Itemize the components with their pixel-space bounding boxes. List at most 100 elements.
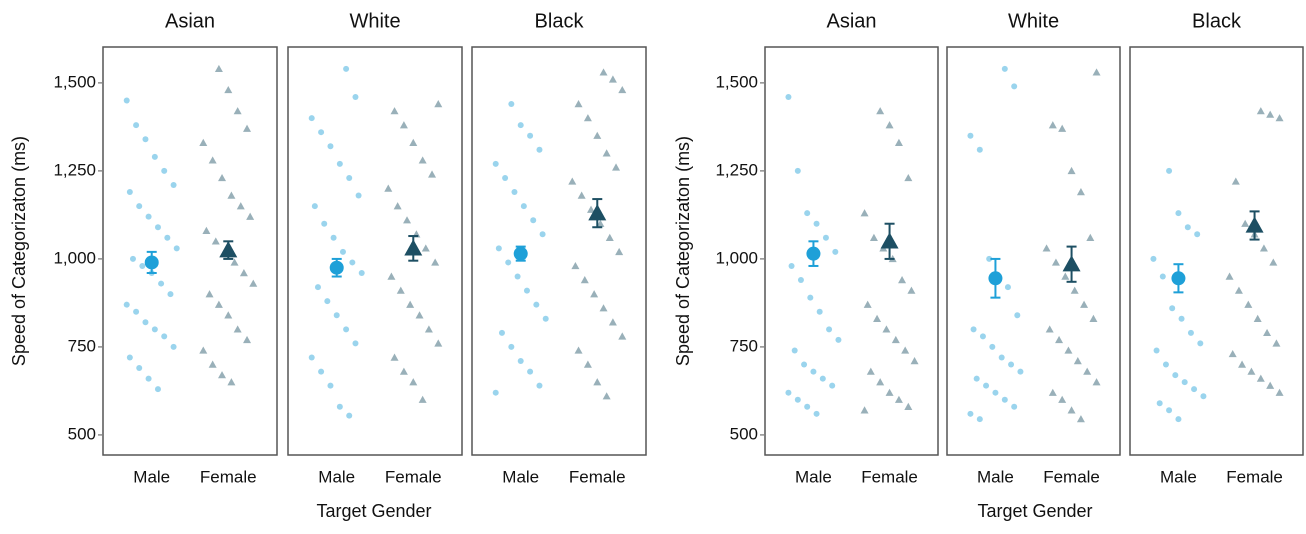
raw-point: [593, 131, 602, 139]
raw-point: [797, 277, 804, 284]
raw-point: [583, 114, 592, 122]
raw-point: [807, 294, 814, 301]
raw-point: [876, 107, 885, 115]
raw-point: [860, 406, 869, 414]
facet-title: Asian: [826, 10, 876, 32]
raw-point: [866, 367, 875, 375]
facet-panel: [764, 46, 939, 456]
raw-point: [246, 212, 255, 220]
raw-point: [530, 217, 537, 224]
mean-point: [144, 255, 159, 270]
y-tick-label: 750: [730, 336, 758, 355]
raw-point: [1150, 255, 1157, 262]
raw-point: [577, 191, 586, 199]
raw-point: [508, 101, 515, 108]
raw-point: [1197, 340, 1204, 347]
raw-point: [602, 149, 611, 157]
raw-point: [390, 353, 399, 361]
raw-point: [218, 173, 227, 182]
raw-point: [233, 107, 242, 115]
raw-point: [355, 192, 362, 199]
raw-point: [308, 115, 315, 122]
raw-point: [164, 234, 171, 241]
y-tick-label: 500: [730, 424, 758, 443]
raw-point: [791, 347, 798, 354]
raw-point: [1256, 374, 1265, 382]
raw-point: [327, 143, 334, 150]
raw-point: [967, 132, 974, 139]
raw-point: [403, 216, 412, 224]
mean-point: [219, 241, 238, 258]
raw-point: [1014, 312, 1021, 319]
raw-point: [1048, 388, 1057, 396]
raw-point: [158, 280, 165, 287]
raw-point: [1200, 393, 1207, 400]
raw-point: [214, 64, 223, 73]
raw-point: [199, 138, 208, 146]
raw-point: [1076, 415, 1085, 423]
raw-point: [1048, 121, 1057, 129]
raw-point: [904, 402, 913, 410]
raw-point: [352, 93, 359, 100]
y-tick-label: 750: [68, 336, 96, 355]
y-tick-label: 1,500: [715, 72, 758, 91]
raw-point: [343, 65, 350, 72]
raw-point: [1266, 381, 1275, 389]
raw-point: [1092, 68, 1101, 76]
raw-point: [876, 378, 885, 386]
raw-point: [612, 163, 621, 171]
raw-point: [358, 270, 365, 277]
raw-point: [1061, 272, 1070, 280]
raw-point: [218, 371, 227, 379]
x-tick-label: Male: [133, 467, 170, 486]
raw-point: [785, 93, 792, 100]
raw-point: [418, 395, 427, 403]
raw-point: [568, 177, 577, 185]
raw-point: [151, 326, 158, 333]
raw-point: [989, 343, 996, 350]
facet-title: White: [349, 10, 400, 32]
raw-point: [822, 234, 829, 241]
raw-point: [133, 308, 140, 315]
raw-point: [1275, 114, 1284, 122]
raw-point: [1042, 244, 1051, 252]
raw-point: [794, 396, 801, 403]
x-tick-label: Female: [385, 467, 442, 486]
raw-point: [1011, 83, 1018, 90]
raw-point: [829, 382, 836, 389]
raw-point: [390, 107, 399, 115]
raw-point: [161, 333, 168, 340]
x-tick-label: Male: [1160, 467, 1197, 486]
raw-point: [1073, 357, 1082, 365]
raw-point: [202, 226, 211, 234]
raw-point: [804, 403, 811, 410]
raw-point: [1175, 210, 1182, 217]
raw-point: [154, 386, 161, 393]
raw-point: [1241, 219, 1250, 227]
raw-point: [835, 336, 842, 343]
facet-title: Asian: [165, 10, 215, 32]
raw-point: [170, 181, 177, 188]
raw-point: [142, 319, 149, 326]
raw-point: [339, 248, 346, 255]
raw-point: [583, 360, 592, 368]
raw-point: [1001, 396, 1008, 403]
mean-point: [1245, 216, 1264, 233]
raw-point: [608, 318, 617, 326]
raw-point: [318, 129, 325, 136]
raw-point: [976, 146, 983, 153]
raw-point: [1051, 258, 1060, 266]
raw-point: [418, 156, 427, 164]
raw-point: [1191, 386, 1198, 393]
raw-point: [434, 339, 443, 347]
raw-point: [126, 354, 133, 361]
raw-point: [151, 153, 158, 160]
x-tick-label: Male: [502, 467, 539, 486]
mean-point: [404, 239, 423, 256]
raw-point: [233, 325, 242, 333]
y-tick-label: 1,000: [53, 248, 96, 267]
raw-point: [1228, 349, 1237, 358]
raw-point: [885, 388, 894, 396]
raw-point: [1064, 346, 1073, 354]
raw-point: [428, 170, 437, 178]
